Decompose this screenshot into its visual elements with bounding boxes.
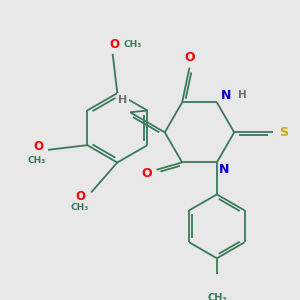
Text: O: O (75, 190, 85, 203)
Text: N: N (221, 88, 231, 101)
Text: O: O (141, 167, 152, 180)
Text: CH₃: CH₃ (71, 203, 89, 212)
Text: CH₃: CH₃ (207, 293, 227, 300)
Text: N: N (219, 163, 229, 176)
Text: O: O (110, 38, 120, 51)
Text: S: S (279, 126, 288, 139)
Text: H: H (238, 90, 247, 100)
Text: CH₃: CH₃ (124, 40, 142, 49)
Text: H: H (118, 94, 128, 104)
Text: CH₃: CH₃ (28, 155, 46, 164)
Text: O: O (184, 51, 195, 64)
Text: O: O (33, 140, 43, 154)
